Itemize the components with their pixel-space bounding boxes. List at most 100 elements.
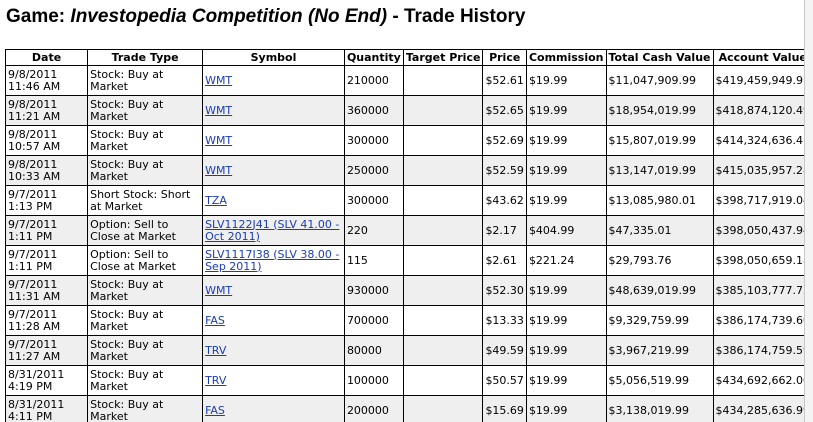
cell-symbol: TRV (202, 335, 345, 366)
header-target-price: Target Price (402, 49, 484, 66)
cell-symbol: SLV1122J41 (SLV 41.00 - Oct 2011) (202, 215, 345, 246)
cell-price: $52.65 (482, 95, 527, 126)
cell-trade-type: Stock: Buy at Market (87, 155, 204, 186)
cell-account-value: $415,035,957.28 (712, 155, 813, 186)
cell-symbol: WMT (202, 95, 345, 126)
table-row: 9/8/2011 10:33 AM Stock: Buy at Market W… (4, 155, 813, 186)
symbol-link[interactable]: WMT (205, 163, 233, 177)
cell-target-price (402, 95, 484, 126)
cell-symbol: FAS (202, 395, 345, 422)
cell-date: 9/7/2011 1:11 PM (4, 245, 89, 276)
symbol-link[interactable]: WMT (205, 283, 233, 297)
cell-target-price (402, 335, 484, 366)
table-row: 9/7/2011 1:11 PM Option: Sell to Close a… (4, 215, 813, 246)
cell-symbol: WMT (202, 275, 345, 306)
cell-account-value: $398,050,437.94 (712, 215, 813, 246)
cell-price: $52.69 (482, 125, 527, 156)
cell-target-price (402, 125, 484, 156)
cell-commission: $19.99 (525, 275, 607, 306)
cell-date: 9/7/2011 11:27 AM (4, 335, 89, 366)
cell-price: $2.61 (482, 245, 527, 276)
symbol-link[interactable]: SLV1122J41 (SLV 41.00 - Oct 2011) (205, 217, 340, 243)
cell-account-value: $414,324,636.41 (712, 125, 813, 156)
cell-quantity: 80000 (343, 335, 404, 366)
cell-target-price (402, 365, 484, 396)
table-row: 9/7/2011 1:13 PM Short Stock: Short at M… (4, 185, 813, 216)
symbol-link[interactable]: TRV (205, 373, 227, 387)
cell-date: 8/31/2011 4:19 PM (4, 365, 89, 396)
trade-history-table: Date Trade Type Symbol Quantity Target P… (4, 49, 813, 422)
cell-target-price (402, 65, 484, 96)
cell-price: $49.59 (482, 335, 527, 366)
cell-date: 9/7/2011 1:11 PM (4, 215, 89, 246)
cell-total-cash-value: $3,967,219.99 (605, 335, 714, 366)
table-row: 9/7/2011 11:27 AM Stock: Buy at Market T… (4, 335, 813, 366)
symbol-link[interactable]: TRV (205, 343, 227, 357)
cell-total-cash-value: $47,335.01 (605, 215, 714, 246)
symbol-link[interactable]: FAS (205, 313, 225, 327)
table-header-row: Date Trade Type Symbol Quantity Target P… (4, 49, 813, 66)
table-row: 9/8/2011 10:57 AM Stock: Buy at Market W… (4, 125, 813, 156)
cell-target-price (402, 305, 484, 336)
table-row: 8/31/2011 4:11 PM Stock: Buy at Market F… (4, 395, 813, 422)
cell-quantity: 300000 (343, 185, 404, 216)
cell-total-cash-value: $9,329,759.99 (605, 305, 714, 336)
cell-account-value: $398,717,919.04 (712, 185, 813, 216)
header-commission: Commission (525, 49, 607, 66)
cell-commission: $19.99 (525, 155, 607, 186)
symbol-link[interactable]: WMT (205, 133, 233, 147)
cell-commission: $221.24 (525, 245, 607, 276)
cell-total-cash-value: $15,807,019.99 (605, 125, 714, 156)
header-quantity: Quantity (343, 49, 404, 66)
cell-trade-type: Stock: Buy at Market (87, 95, 204, 126)
cell-quantity: 220 (343, 215, 404, 246)
cell-total-cash-value: $29,793.76 (605, 245, 714, 276)
cell-quantity: 115 (343, 245, 404, 276)
cell-quantity: 300000 (343, 125, 404, 156)
cell-commission: $404.99 (525, 215, 607, 246)
cell-target-price (402, 245, 484, 276)
cell-total-cash-value: $11,047,909.99 (605, 65, 714, 96)
cell-quantity: 200000 (343, 395, 404, 422)
cell-commission: $19.99 (525, 365, 607, 396)
symbol-link[interactable]: SLV1117I38 (SLV 38.00 - Sep 2011) (205, 247, 340, 273)
cell-trade-type: Option: Sell to Close at Market (87, 215, 204, 246)
cell-quantity: 100000 (343, 365, 404, 396)
cell-target-price (402, 395, 484, 422)
cell-symbol: WMT (202, 65, 345, 96)
symbol-link[interactable]: WMT (205, 73, 233, 87)
symbol-link[interactable]: TZA (205, 193, 227, 207)
cell-account-value: $419,459,949.97 (712, 65, 813, 96)
cell-target-price (402, 155, 484, 186)
cell-account-value: $434,692,662.00 (712, 365, 813, 396)
header-date: Date (4, 49, 89, 66)
cell-total-cash-value: $13,085,980.01 (605, 185, 714, 216)
title-prefix: Game: (6, 6, 71, 27)
cell-quantity: 930000 (343, 275, 404, 306)
cell-quantity: 700000 (343, 305, 404, 336)
cell-account-value: $385,103,777.73 (712, 275, 813, 306)
game-name: Investopedia Competition (No End) (70, 6, 388, 27)
cell-price: $52.30 (482, 275, 527, 306)
cell-date: 9/8/2011 10:33 AM (4, 155, 89, 186)
cell-symbol: SLV1117I38 (SLV 38.00 - Sep 2011) (202, 245, 345, 276)
header-price: Price (482, 49, 527, 66)
table-row: 9/7/2011 1:11 PM Option: Sell to Close a… (4, 245, 813, 276)
cell-symbol: WMT (202, 155, 345, 186)
cell-target-price (402, 215, 484, 246)
cell-date: 9/7/2011 1:13 PM (4, 185, 89, 216)
cell-symbol: TZA (202, 185, 345, 216)
cell-date: 8/31/2011 4:11 PM (4, 395, 89, 422)
cell-trade-type: Stock: Buy at Market (87, 395, 204, 422)
table-row: 9/7/2011 11:31 AM Stock: Buy at Market W… (4, 275, 813, 306)
vertical-scrollbar[interactable] (804, 0, 813, 422)
cell-target-price (402, 275, 484, 306)
cell-account-value: $434,285,636.99 (712, 395, 813, 422)
cell-price: $2.17 (482, 215, 527, 246)
table-row: 9/7/2011 11:28 AM Stock: Buy at Market F… (4, 305, 813, 336)
symbol-link[interactable]: FAS (205, 403, 225, 417)
cell-date: 9/8/2011 11:46 AM (4, 65, 89, 96)
symbol-link[interactable]: WMT (205, 103, 233, 117)
cell-price: $13.33 (482, 305, 527, 336)
